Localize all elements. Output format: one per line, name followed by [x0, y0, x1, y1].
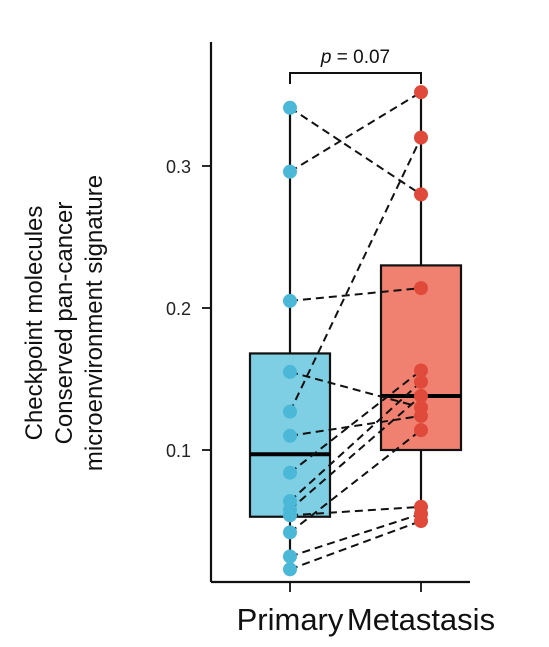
- pair-line: [289, 395, 422, 511]
- point-metastasis: [414, 389, 428, 404]
- boxes-layer: [248, 92, 463, 570]
- y-tick-label: 0.1: [166, 441, 191, 461]
- pair-line: [289, 505, 422, 517]
- y-axis-title-line-1: Checkpoint molecules: [21, 206, 48, 441]
- pair-lines-layer: [289, 91, 422, 571]
- point-metastasis: [414, 423, 428, 438]
- pair-line: [289, 106, 422, 196]
- p-value-label: p = 0.07: [320, 47, 390, 68]
- pair-line: [289, 91, 422, 173]
- y-tick-label: 0.3: [166, 157, 191, 177]
- point-metastasis: [414, 85, 428, 100]
- pair-line: [289, 369, 422, 474]
- y-tick-label: 0.2: [166, 299, 191, 319]
- point-metastasis: [414, 514, 428, 528]
- axes: 0.1 0.2 0.3 Primary Metastasis: [166, 42, 495, 637]
- point-metastasis: [414, 187, 428, 202]
- y-axis-title: Checkpoint molecules Conserved pan-cance…: [21, 175, 108, 471]
- pair-line: [289, 512, 422, 558]
- point-metastasis: [414, 130, 428, 145]
- point-primary: [283, 164, 297, 179]
- p-symbol: p: [320, 47, 332, 68]
- point-metastasis: [414, 374, 428, 389]
- pair-line: [289, 414, 422, 437]
- y-axis-title-line-2: Conserved pan-cancer: [51, 202, 78, 445]
- point-primary: [283, 508, 297, 523]
- x-tick-label: Primary: [237, 602, 344, 637]
- point-primary: [283, 428, 297, 443]
- point-metastasis: [414, 363, 428, 378]
- point-primary: [283, 293, 297, 308]
- pair-line: [289, 381, 422, 502]
- point-primary: [283, 100, 297, 115]
- pair-line: [289, 370, 422, 409]
- point-primary: [283, 562, 297, 577]
- pair-line: [289, 287, 422, 302]
- box-metastasis: [379, 92, 463, 521]
- x-tick-label: Metastasis: [347, 602, 495, 637]
- significance-annotation: p = 0.07: [289, 47, 422, 84]
- pair-line: [289, 137, 422, 413]
- pair-line: [289, 429, 422, 534]
- points-layer: [283, 85, 428, 577]
- pair-line: [289, 520, 422, 571]
- point-metastasis: [414, 408, 428, 423]
- y-axis-title-line-3: microenvironment signature: [81, 175, 108, 471]
- point-metastasis: [414, 281, 428, 296]
- point-primary: [283, 525, 297, 540]
- point-primary: [283, 364, 297, 379]
- p-value-text: = 0.07: [331, 47, 390, 68]
- point-primary: [283, 404, 297, 419]
- point-primary: [283, 549, 297, 564]
- point-primary: [283, 465, 297, 480]
- significance-bracket: [289, 72, 422, 84]
